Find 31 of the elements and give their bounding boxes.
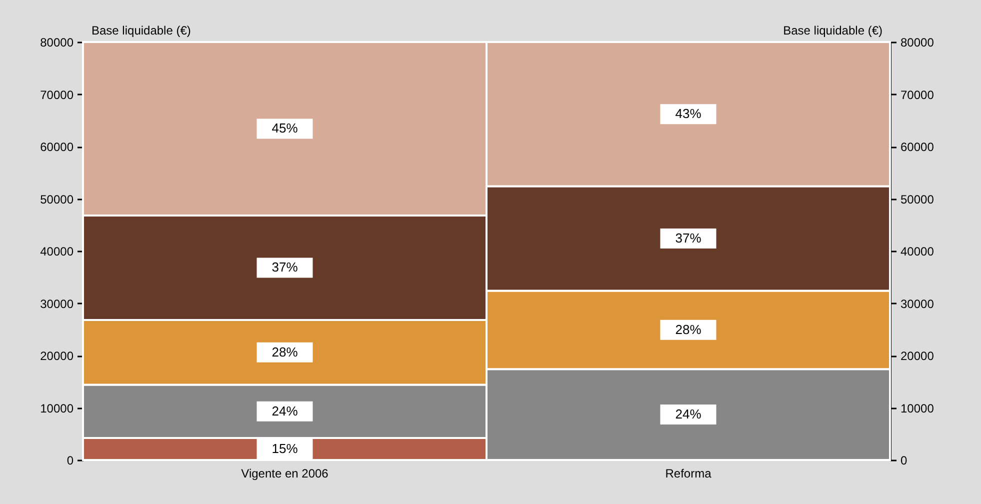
y2-tick-label: 70000 [900, 88, 934, 102]
annotation: 15% [272, 441, 298, 456]
y-tick-label: 80000 [40, 36, 74, 50]
annotation: 24% [675, 406, 702, 422]
y-tick-label: 40000 [40, 244, 74, 258]
y-tick-label: 30000 [40, 296, 74, 311]
y-tick-label: 50000 [40, 192, 74, 206]
x-tick-label: Vigente en 2006 [241, 466, 329, 480]
annotation: 24% [272, 403, 298, 418]
y2-tick-label: 40000 [900, 244, 934, 258]
y-tick-label: 0 [66, 454, 74, 468]
y2-tick-label: 80000 [900, 36, 934, 50]
y-tick-label: 60000 [40, 140, 74, 154]
y2-tick-label: 20000 [900, 349, 934, 363]
y-axis-title: Base liquidable (€) [92, 24, 191, 38]
y2-tick-label: 30000 [900, 296, 934, 311]
annotation: 37% [675, 230, 702, 246]
annotation: 45% [272, 120, 298, 136]
annotation: 28% [272, 344, 298, 360]
annotation: 28% [675, 322, 702, 337]
y2-tick-label: 0 [900, 454, 908, 468]
y-tick-label: 70000 [40, 88, 74, 102]
y-tick-label: 20000 [40, 349, 74, 363]
x-tick-label: Reforma [665, 466, 712, 480]
y-tick-label: 10000 [40, 401, 74, 416]
y2-tick-label: 10000 [900, 401, 934, 416]
y2-tick-label: 60000 [900, 140, 934, 154]
y2-tick-label: 50000 [900, 192, 934, 206]
annotation: 43% [675, 106, 702, 122]
annotation: 37% [272, 260, 298, 275]
y2-axis-title: Base liquidable (€) [783, 24, 882, 38]
